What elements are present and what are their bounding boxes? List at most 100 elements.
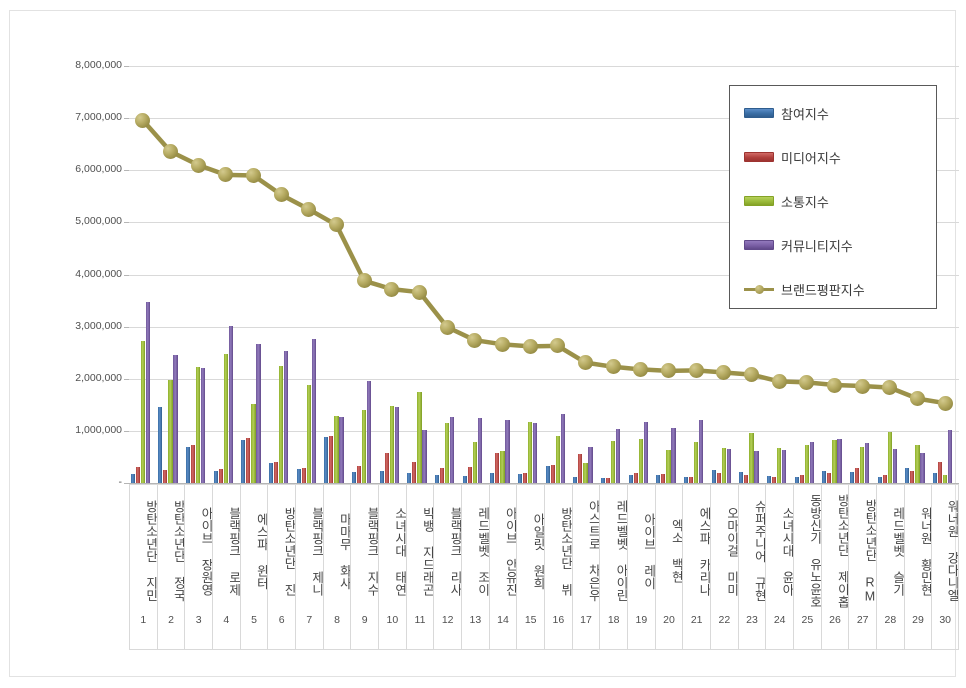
bar-0[interactable]: [600, 477, 606, 483]
bar-1[interactable]: [937, 462, 943, 483]
bar-2[interactable]: [721, 447, 726, 483]
bar-2[interactable]: [611, 441, 616, 483]
line-marker[interactable]: [329, 217, 344, 233]
line-marker[interactable]: [827, 377, 842, 393]
line-marker[interactable]: [522, 338, 538, 354]
bar-3[interactable]: [173, 355, 178, 483]
bar-0[interactable]: [185, 446, 191, 483]
bar-1[interactable]: [301, 468, 306, 483]
bar-3[interactable]: [643, 421, 648, 483]
bar-3[interactable]: [422, 430, 427, 483]
bar-2[interactable]: [472, 442, 477, 483]
line-marker[interactable]: [190, 157, 206, 173]
bar-2[interactable]: [915, 444, 920, 483]
bar-2[interactable]: [445, 423, 450, 483]
bar-3[interactable]: [920, 453, 925, 483]
bar-0[interactable]: [434, 474, 440, 483]
bar-3[interactable]: [367, 380, 372, 483]
bar-3[interactable]: [726, 449, 731, 483]
bar-2[interactable]: [334, 415, 339, 483]
line-marker[interactable]: [467, 332, 483, 348]
legend-item[interactable]: 미디어지수: [744, 146, 841, 168]
bar-0[interactable]: [130, 473, 135, 483]
bar-1[interactable]: [771, 476, 777, 483]
line-marker[interactable]: [384, 281, 400, 297]
bar-3[interactable]: [311, 339, 316, 483]
bar-0[interactable]: [932, 473, 938, 483]
chart-legend[interactable]: 참여지수 미디어지수 소통지수 커뮤니티지수 브랜드평판지수: [729, 85, 937, 309]
bar-2[interactable]: [694, 441, 699, 483]
bar-0[interactable]: [490, 472, 495, 483]
bar-1[interactable]: [218, 469, 223, 483]
line-marker[interactable]: [937, 395, 953, 411]
bar-1[interactable]: [605, 478, 611, 483]
bar-2[interactable]: [140, 341, 145, 483]
bar-3[interactable]: [284, 351, 289, 483]
bar-2[interactable]: [777, 448, 782, 483]
bar-1[interactable]: [827, 472, 832, 483]
bar-3[interactable]: [339, 416, 344, 483]
bar-3[interactable]: [948, 430, 953, 483]
bar-1[interactable]: [246, 438, 251, 483]
line-marker[interactable]: [605, 359, 621, 375]
bar-3[interactable]: [865, 442, 870, 483]
bar-3[interactable]: [228, 326, 233, 483]
line-marker[interactable]: [578, 355, 593, 371]
line-marker[interactable]: [771, 373, 787, 389]
line-marker[interactable]: [716, 364, 732, 380]
bar-1[interactable]: [273, 462, 279, 483]
bar-0[interactable]: [268, 463, 274, 483]
bar-1[interactable]: [412, 462, 417, 483]
bar-2[interactable]: [749, 432, 754, 483]
line-marker[interactable]: [163, 143, 178, 159]
bar-0[interactable]: [158, 407, 163, 483]
bar-2[interactable]: [887, 431, 892, 483]
bar-0[interactable]: [794, 477, 799, 483]
bar-2[interactable]: [500, 451, 505, 483]
bar-1[interactable]: [910, 471, 915, 483]
line-marker[interactable]: [412, 284, 427, 300]
bar-0[interactable]: [324, 437, 329, 483]
line-marker[interactable]: [882, 380, 898, 396]
bar-1[interactable]: [716, 473, 721, 483]
bar-3[interactable]: [533, 422, 538, 483]
bar-0[interactable]: [407, 472, 412, 483]
bar-2[interactable]: [306, 385, 311, 483]
line-marker[interactable]: [273, 187, 289, 203]
bar-3[interactable]: [699, 420, 704, 483]
bar-3[interactable]: [616, 428, 621, 483]
legend-item[interactable]: 커뮤니티지수: [744, 234, 853, 256]
bar-3[interactable]: [782, 449, 787, 483]
bar-2[interactable]: [528, 421, 533, 483]
bar-1[interactable]: [854, 468, 860, 483]
line-marker[interactable]: [495, 336, 510, 352]
line-marker[interactable]: [910, 391, 925, 407]
line-marker[interactable]: [854, 378, 870, 394]
bar-0[interactable]: [462, 475, 467, 483]
bar-2[interactable]: [251, 403, 256, 483]
bar-1[interactable]: [882, 475, 887, 483]
bar-1[interactable]: [578, 453, 583, 483]
bar-1[interactable]: [329, 436, 334, 483]
line-marker[interactable]: [550, 338, 566, 354]
bar-2[interactable]: [223, 353, 228, 483]
bar-1[interactable]: [163, 469, 168, 483]
bar-2[interactable]: [279, 366, 284, 483]
bar-1[interactable]: [135, 467, 140, 483]
bar-2[interactable]: [417, 392, 422, 483]
line-marker[interactable]: [246, 167, 261, 183]
bar-3[interactable]: [477, 418, 482, 483]
bar-2[interactable]: [583, 463, 588, 483]
bar-0[interactable]: [351, 472, 357, 483]
bar-2[interactable]: [389, 405, 394, 483]
bar-3[interactable]: [892, 449, 897, 483]
bar-3[interactable]: [588, 446, 593, 483]
bar-3[interactable]: [145, 302, 150, 483]
bar-0[interactable]: [573, 476, 578, 483]
line-marker[interactable]: [688, 362, 704, 378]
bar-2[interactable]: [943, 474, 948, 483]
line-marker[interactable]: [799, 374, 815, 390]
bar-1[interactable]: [356, 465, 362, 483]
bar-0[interactable]: [822, 470, 827, 483]
line-marker[interactable]: [135, 112, 151, 128]
